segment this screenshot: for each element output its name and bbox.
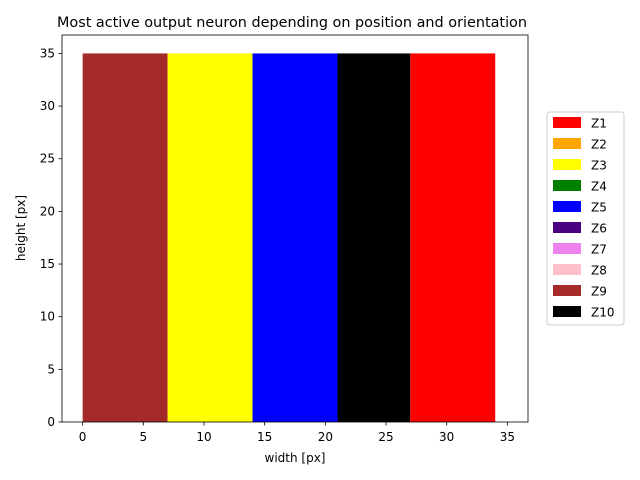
y-axis: 0 5 10 15 20 25 30 35: [40, 46, 62, 429]
legend-swatch-z9: [553, 285, 581, 296]
y-tick-label: 15: [40, 257, 55, 271]
legend-label-z8: Z8: [591, 264, 607, 278]
x-tick-label: 20: [318, 430, 333, 444]
regions-layer: [82, 53, 496, 423]
y-tick-label: 20: [40, 204, 55, 218]
y-tick-label: 30: [40, 99, 55, 113]
y-tick-label: 35: [40, 46, 55, 60]
region-bar-z1: [410, 53, 496, 423]
x-tick-label: 35: [500, 430, 515, 444]
legend-swatch-z8: [553, 264, 581, 275]
legend: Z1 Z2 Z3 Z4 Z5 Z6 Z7 Z8 Z9 Z10: [546, 111, 625, 326]
legend-swatch-z6: [553, 222, 581, 233]
x-tick-label: 5: [139, 430, 147, 444]
y-tick-label: 0: [47, 415, 55, 429]
legend-label-z7: Z7: [591, 243, 607, 257]
y-tick-label: 5: [47, 362, 55, 376]
legend-swatch-z5: [553, 201, 581, 212]
x-tick-label: 30: [439, 430, 454, 444]
y-tick-label: 10: [40, 310, 55, 324]
legend-swatch-z4: [553, 180, 581, 191]
x-axis: 0 5 10 15 20 25 30 35: [79, 422, 515, 444]
legend-label-z6: Z6: [591, 222, 607, 236]
region-bar-z5: [252, 53, 338, 423]
legend-label-z3: Z3: [591, 159, 607, 173]
x-tick-label: 10: [196, 430, 211, 444]
legend-swatch-z1: [553, 117, 581, 128]
plot-frame: [61, 34, 529, 423]
legend-label-z2: Z2: [591, 138, 607, 152]
chart-title: Most active output neuron depending on p…: [57, 15, 527, 31]
x-axis-label: width [px]: [265, 451, 326, 465]
region-bar-z3: [167, 53, 253, 423]
legend-label-z1: Z1: [591, 117, 607, 131]
x-tick-label: 15: [257, 430, 272, 444]
legend-swatch-z7: [553, 243, 581, 254]
legend-label-z9: Z9: [591, 285, 607, 299]
legend-label-z5: Z5: [591, 201, 607, 215]
x-tick-label: 25: [378, 430, 393, 444]
y-tick-label: 25: [40, 152, 55, 166]
region-bar-z10: [337, 53, 411, 423]
legend-label-z10: Z10: [591, 306, 615, 320]
legend-swatch-z3: [553, 159, 581, 170]
legend-swatch-z10: [553, 306, 581, 317]
legend-label-z4: Z4: [591, 180, 607, 194]
region-bar-z9: [82, 53, 168, 423]
x-tick-label: 0: [79, 430, 87, 444]
y-axis-label: height [px]: [14, 195, 28, 261]
legend-swatch-z2: [553, 138, 581, 149]
